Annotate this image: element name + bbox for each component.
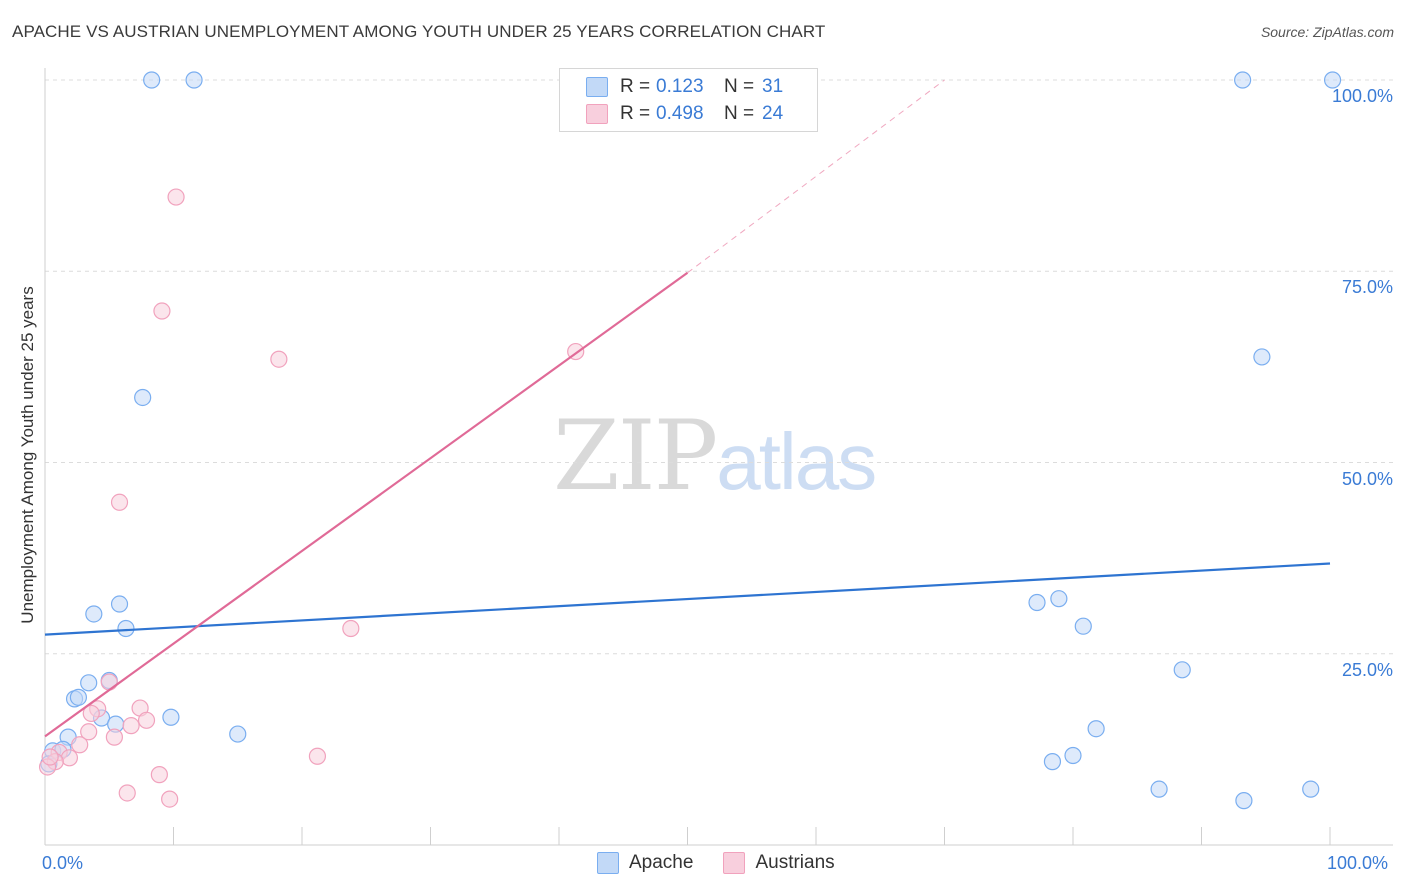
point-austrians-8 [82, 704, 100, 723]
point-apache-3 [1323, 71, 1342, 89]
point-austrians-2 [270, 350, 288, 368]
point-austrians-6 [100, 673, 118, 691]
legend-n-value-apache: 31 [762, 76, 784, 97]
y-tick-label-75: 75.0% [1341, 277, 1393, 298]
point-apache-4 [1253, 348, 1271, 366]
legend-swatch-apache [586, 77, 608, 97]
point-austrians-12 [105, 728, 123, 746]
series-legend: Apache Austrians [597, 852, 865, 874]
point-apache-13 [80, 674, 98, 692]
chart-title: APACHE VS AUSTRIAN UNEMPLOYMENT AMONG YO… [12, 22, 826, 41]
point-austrians-0 [167, 188, 185, 206]
legend-label-austrians: Austrians [755, 852, 835, 873]
correlation-legend: R = 0.123 N = 31 R = 0.498 N = 24 [559, 68, 818, 132]
legend-row-apache: R = 0.123 N = 31 [586, 75, 783, 99]
y-tick-label-100: 100.0% [1331, 86, 1393, 106]
point-apache-16 [69, 688, 88, 706]
y-tick-label-50: 50.0% [1341, 468, 1393, 489]
legend-row-austrians: R = 0.498 N = 24 [586, 102, 783, 126]
point-apache-28 [1150, 780, 1168, 798]
point-apache-27 [1064, 746, 1082, 765]
point-austrians-13 [80, 723, 98, 741]
point-apache-29 [1235, 792, 1253, 810]
legend-n-label: N = [724, 76, 755, 97]
point-apache-1 [185, 71, 203, 89]
point-apache-25 [1087, 720, 1105, 738]
y-axis-label: Unemployment Among Youth under 25 years [18, 286, 37, 624]
x-tick-label-min: 0.0% [42, 853, 84, 873]
watermark-zip: ZIP [553, 400, 718, 512]
legend-label-apache: Apache [629, 852, 694, 873]
point-austrians-10 [137, 711, 156, 729]
legend-r-value-apache: 0.123 [656, 76, 704, 97]
point-austrians-19 [308, 747, 327, 765]
point-apache-7 [85, 605, 103, 623]
trendline-apache [44, 562, 1331, 636]
point-apache-2 [1234, 71, 1252, 89]
point-austrians-4 [110, 493, 129, 511]
source-label: Source: ZipAtlas.com [1260, 24, 1394, 40]
point-austrians-14 [71, 736, 89, 754]
point-austrians-22 [161, 790, 179, 808]
legend-swatch-austrians [723, 852, 746, 874]
point-austrians-23 [41, 748, 59, 766]
point-apache-12 [1173, 661, 1191, 679]
legend-r-label: R = [620, 76, 651, 97]
legend-r-value-austrians: 0.498 [656, 103, 704, 124]
point-austrians-16 [60, 749, 79, 767]
point-apache-10 [1050, 590, 1068, 608]
point-apache-11 [1074, 617, 1092, 635]
y-tick-label-25: 25.0% [1341, 659, 1393, 680]
point-apache-19 [162, 708, 180, 726]
legend-swatch-apache [597, 852, 619, 874]
legend-swatch-austrians [586, 104, 608, 124]
trendline-austrians [44, 271, 689, 738]
legend-n-value-austrians: 24 [762, 103, 784, 124]
legend-r-label: R = [620, 103, 651, 124]
point-austrians-21 [118, 784, 136, 802]
point-apache-6 [110, 595, 129, 613]
point-apache-0 [143, 71, 161, 89]
watermark: ZIPatlas [553, 400, 877, 512]
point-apache-8 [117, 619, 135, 638]
trendline-extension-austrians [687, 79, 945, 274]
point-apache-20 [229, 725, 247, 743]
point-apache-9 [1028, 593, 1046, 612]
watermark-atlas: atlas [716, 417, 877, 506]
point-apache-30 [1302, 780, 1320, 798]
legend-item-apache[interactable]: Apache [597, 852, 693, 874]
legend-item-austrians[interactable]: Austrians [723, 852, 835, 874]
legend-n-label: N = [724, 103, 755, 124]
point-austrians-1 [153, 302, 171, 320]
point-apache-26 [1043, 753, 1062, 771]
point-apache-5 [134, 388, 152, 407]
point-austrians-11 [122, 717, 140, 735]
point-austrians-5 [342, 619, 360, 638]
point-austrians-20 [150, 766, 168, 784]
x-tick-label-max: 100.0% [1327, 853, 1389, 873]
